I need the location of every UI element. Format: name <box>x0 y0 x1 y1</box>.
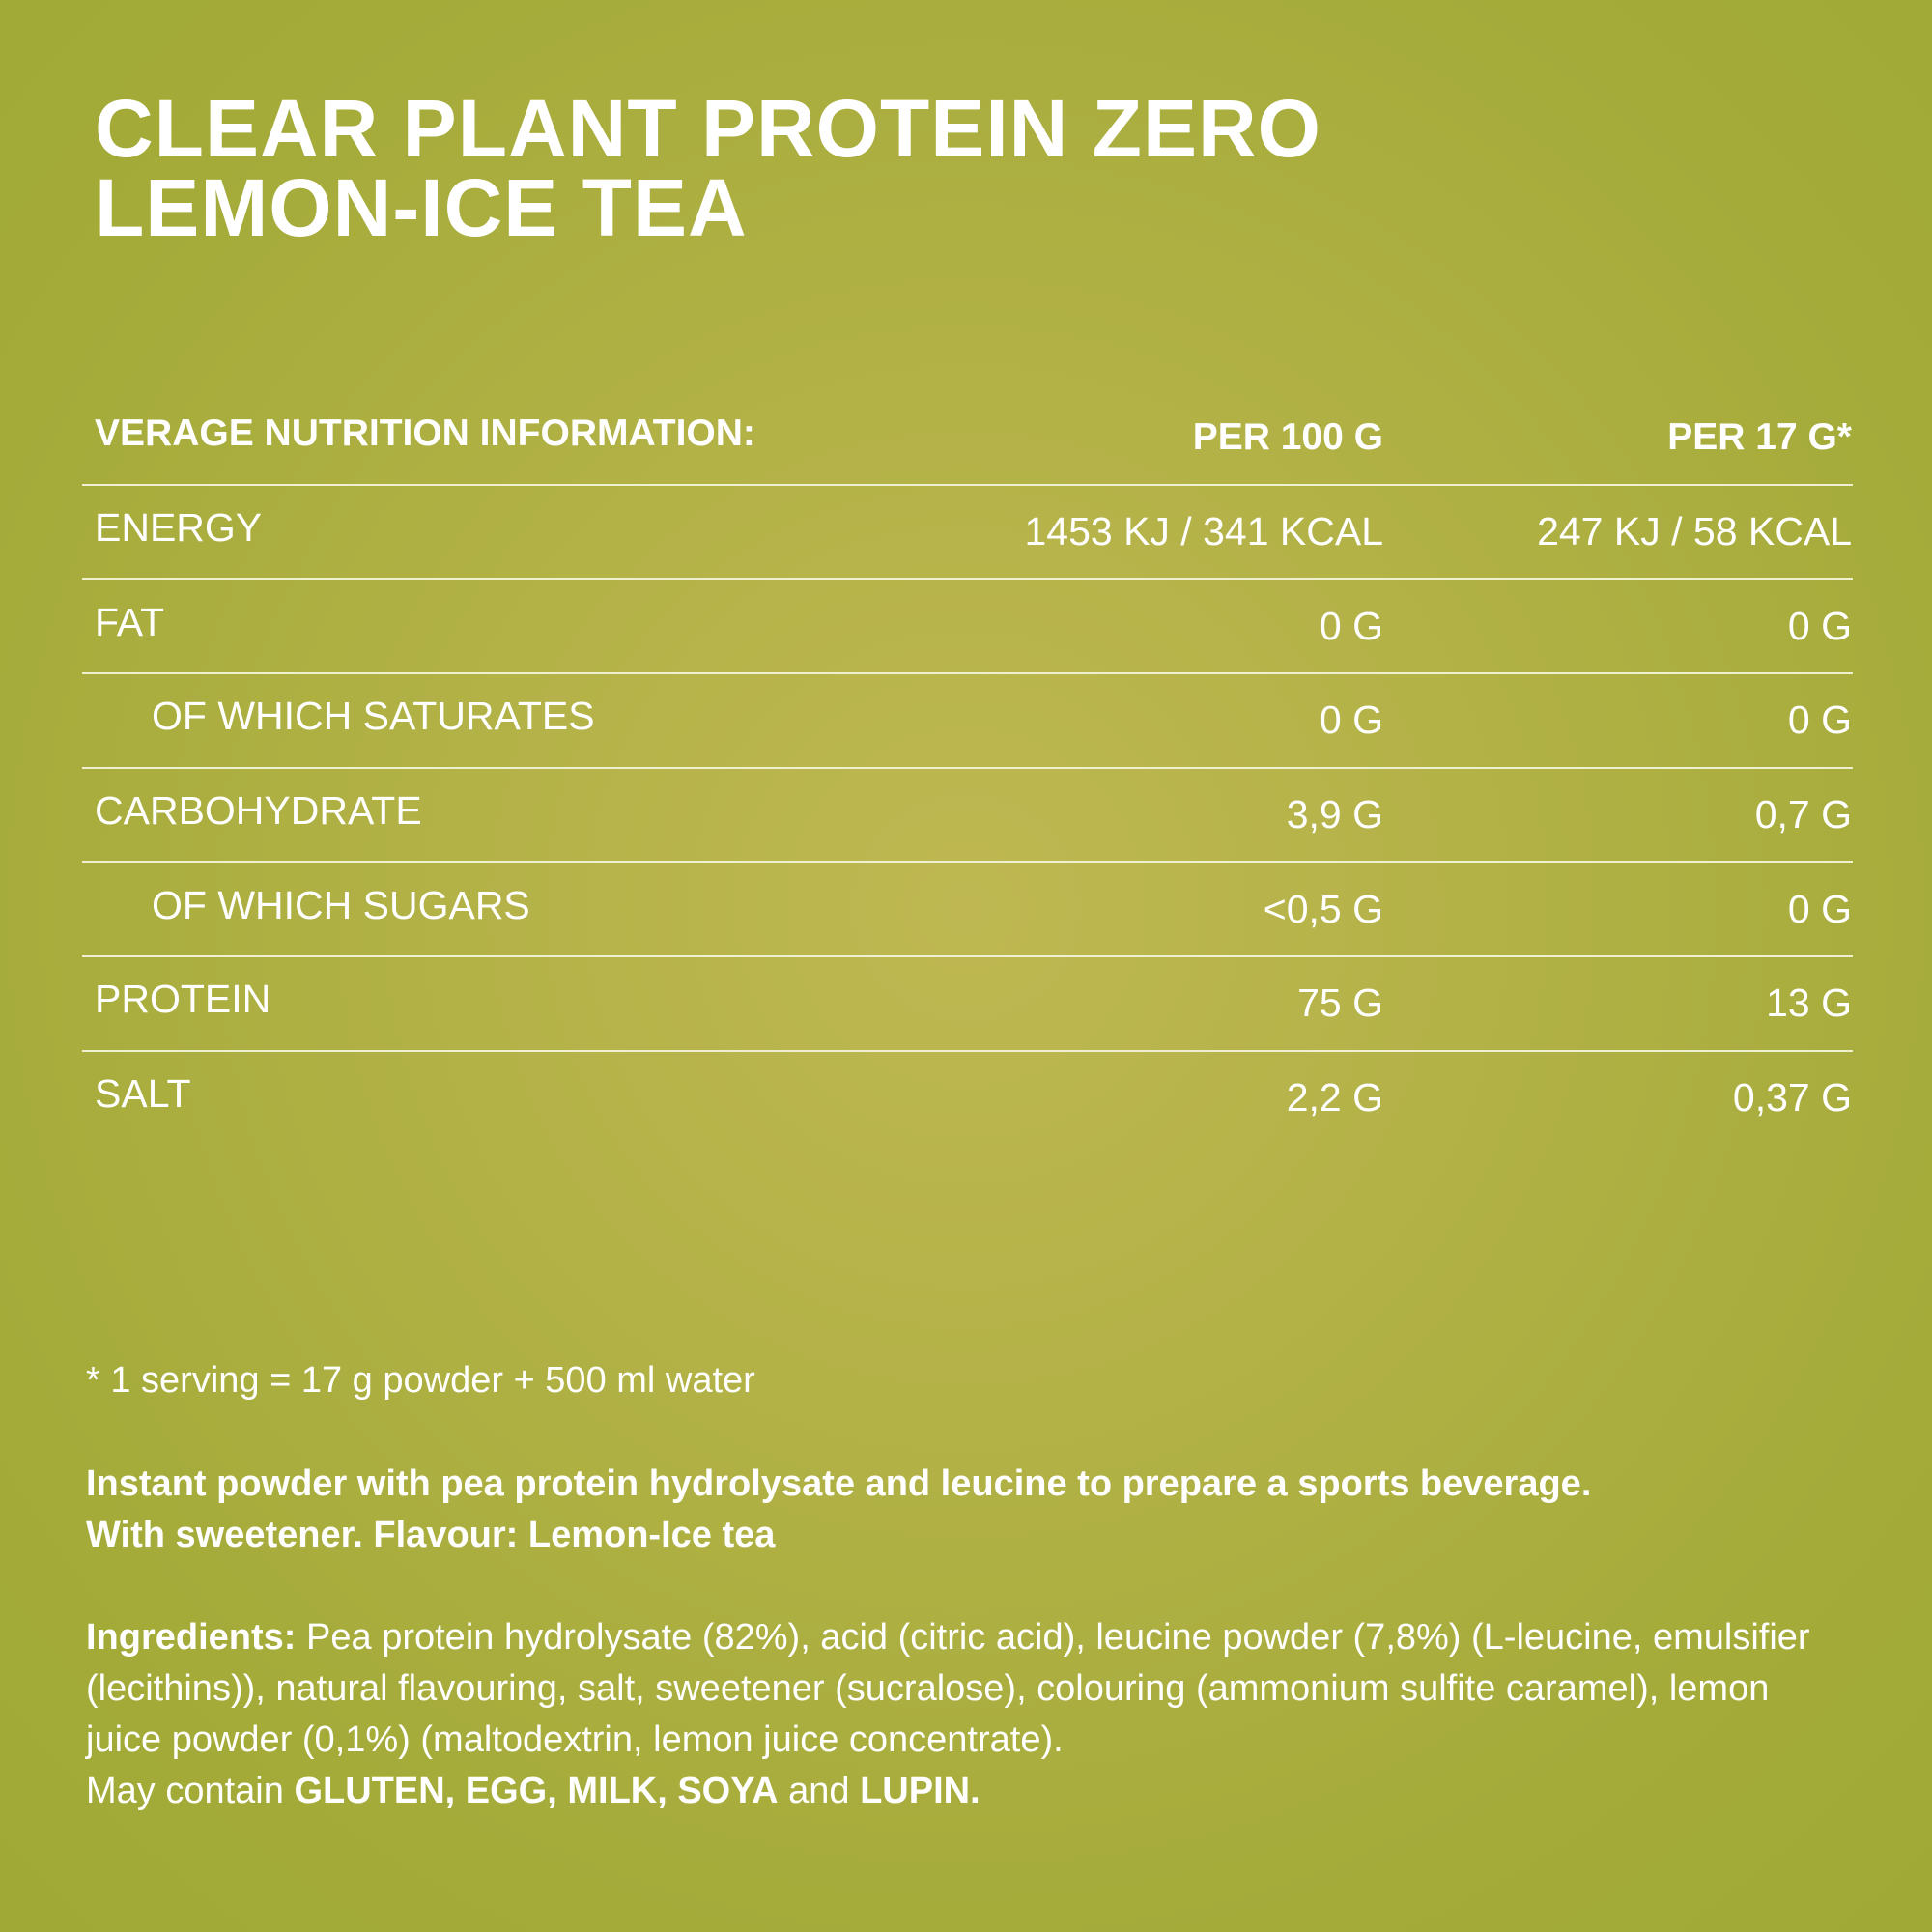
nutrient-name: FAT <box>95 599 165 644</box>
nutrient-value: 2,2 G <box>1286 1075 1383 1121</box>
allergen-text: and <box>788 1771 850 1811</box>
description-line: Instant powder with pea protein hydrolys… <box>86 1463 1592 1504</box>
table-row: FAT 0 G 0 G <box>82 578 1853 672</box>
nutrient-name: OF WHICH SUGARS <box>152 882 530 927</box>
table-row: PROTEIN 75 G 13 G <box>82 955 1853 1050</box>
ingredients-label: Ingredients: <box>86 1617 297 1658</box>
nutrient-value: 0,7 G <box>1754 792 1852 838</box>
nutrient-name: SALT <box>95 1071 191 1117</box>
nutrient-value: 1453 KJ / 341 KCAL <box>1024 509 1383 554</box>
header-cell: PER 100 G <box>1192 415 1383 458</box>
table-header: VERAGE NUTRITION INFORMATION: PER 100 G PE… <box>82 391 1853 484</box>
product-title: CLEAR PLANT PROTEIN ZERO LEMON-ICE TEA <box>95 83 1322 253</box>
nutrient-value: 13 G <box>1766 980 1852 1026</box>
nutrient-name: CARBOHYDRATE <box>95 788 422 834</box>
header-cell: PER 17 G* <box>1667 415 1852 458</box>
table-row: OF WHICH SUGARS <0,5 G 0 G <box>82 861 1853 955</box>
header-cell: VERAGE NUTRITION INFORMATION: <box>95 412 755 454</box>
nutrient-value: 3,9 G <box>1286 792 1383 838</box>
ingredients: Ingredients: Pea protein hydrolysate (82… <box>86 1612 1834 1817</box>
table-row: CARBOHYDRATE 3,9 G 0,7 G <box>82 766 1853 862</box>
table-row: SALT 2,2 G 0,37 G <box>82 1049 1853 1145</box>
description: Instant powder with pea protein hydrolys… <box>86 1459 1591 1561</box>
serving-footnote: * 1 serving = 17 g powder + 500 ml water <box>86 1360 755 1401</box>
nutrient-value: <0,5 G <box>1263 886 1383 931</box>
nutrient-value: 75 G <box>1297 980 1383 1026</box>
nutrient-name: OF WHICH SATURATES <box>152 694 595 739</box>
nutrient-value: 0 G <box>1787 697 1852 743</box>
nutrient-value: 0,37 G <box>1732 1075 1852 1121</box>
title-line: CLEAR PLANT PROTEIN ZERO <box>95 83 1322 174</box>
title-line: LEMON-ICE TEA <box>95 162 748 253</box>
nutrient-value: 0 G <box>1787 886 1852 931</box>
nutrient-value: 247 KJ / 58 KCAL <box>1537 509 1852 554</box>
nutrient-value: 0 G <box>1319 603 1383 648</box>
table-row: OF WHICH SATURATES 0 G 0 G <box>82 672 1853 767</box>
allergen-text: May contain <box>86 1771 284 1811</box>
allergen-list: LUPIN. <box>860 1771 980 1811</box>
nutrient-name: ENERGY <box>95 505 263 551</box>
allergen-list: GLUTEN, EGG, MILK, SOYA <box>294 1771 779 1811</box>
nutrient-value: 0 G <box>1319 697 1383 743</box>
table-row: ENERGY 1453 KJ / 341 KCAL 247 KJ / 58 KCAL <box>82 483 1853 579</box>
nutrition-table: VERAGE NUTRITION INFORMATION: PER 100 G PE… <box>82 391 1853 1145</box>
description-line: With sweetener. Flavour: Lemon-Ice tea <box>86 1515 776 1555</box>
nutrient-name: PROTEIN <box>95 977 271 1022</box>
nutrient-value: 0 G <box>1787 603 1852 648</box>
ingredients-text: Pea protein hydrolysate (82%), acid (cit… <box>86 1617 1810 1760</box>
